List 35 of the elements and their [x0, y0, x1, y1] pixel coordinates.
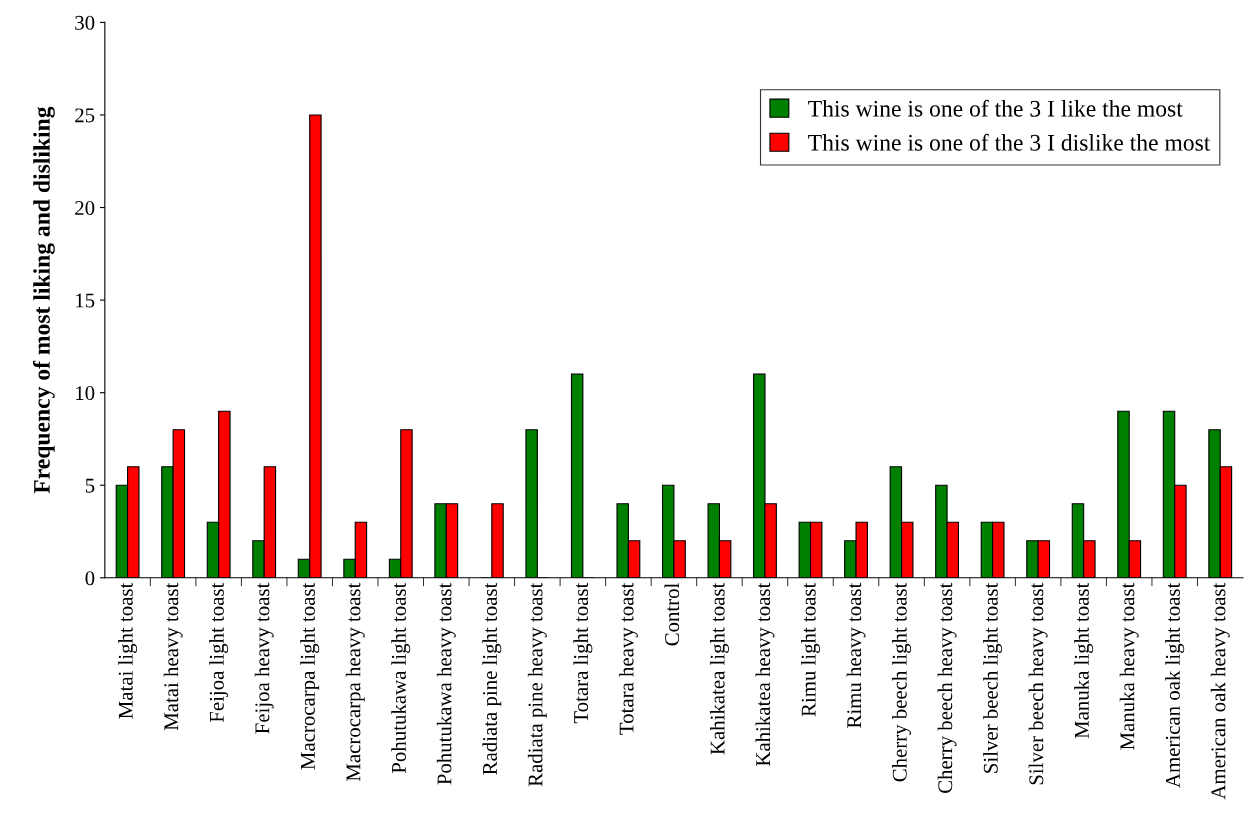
- y-tick-label: 20: [75, 200, 95, 215]
- x-tick-label: Kahikatea heavy toast: [755, 582, 775, 767]
- x-tick-label: American oak light toast: [1165, 582, 1185, 788]
- x-tick-label: Manuka light toast: [1074, 582, 1094, 739]
- x-tick-label: Cherry beech light toast: [892, 582, 912, 782]
- x-tick-label: Pohutukawa light toast: [391, 582, 411, 774]
- x-tick-label: Totara light toast: [573, 582, 593, 724]
- x-tick-label: Silver beech heavy toast: [1028, 582, 1048, 785]
- y-axis-title: Frequency of most liking and disliking: [33, 106, 55, 494]
- x-tick-label: Rimu heavy toast: [846, 582, 866, 728]
- x-tick-label: Feijoa light toast: [209, 582, 229, 723]
- x-tick-label: Totara heavy toast: [618, 582, 638, 735]
- y-tick-label: 0: [85, 571, 95, 586]
- legend-label: This wine is one of the 3 I dislike the most: [808, 133, 1211, 151]
- x-tick-label: Matai heavy toast: [163, 582, 183, 731]
- legend-label: This wine is one of the 3 I like the most: [808, 99, 1183, 117]
- x-tick-label: Radiata pine light toast: [482, 582, 502, 775]
- x-tick-label: Feijoa heavy toast: [254, 582, 274, 734]
- y-tick-label: 25: [75, 108, 95, 123]
- y-tick-label: 5: [85, 478, 95, 493]
- x-tick-label: Cherry beech heavy toast: [937, 582, 957, 793]
- x-tick-label: Control: [664, 583, 680, 646]
- x-tick-label: Pohutukawa heavy toast: [436, 582, 456, 785]
- x-tick-label: Matai light toast: [118, 582, 138, 719]
- x-tick-label: Silver beech light toast: [983, 582, 1003, 773]
- x-tick-label: Kahikatea light toast: [709, 582, 729, 755]
- y-tick-label: 30: [75, 15, 95, 30]
- x-tick-label: Rimu light toast: [801, 582, 820, 717]
- x-tick-label: American oak heavy toast: [1210, 582, 1230, 800]
- y-tick-label: 10: [76, 386, 95, 401]
- y-tick-label: 15: [76, 293, 95, 308]
- x-tick-label: Macrocarpa heavy toast: [345, 582, 365, 782]
- x-tick-label: Macrocarpa light toast: [300, 582, 320, 770]
- x-tick-label: Manuka heavy toast: [1119, 582, 1139, 750]
- x-tick-label: Radiata pine heavy toast: [527, 582, 547, 787]
